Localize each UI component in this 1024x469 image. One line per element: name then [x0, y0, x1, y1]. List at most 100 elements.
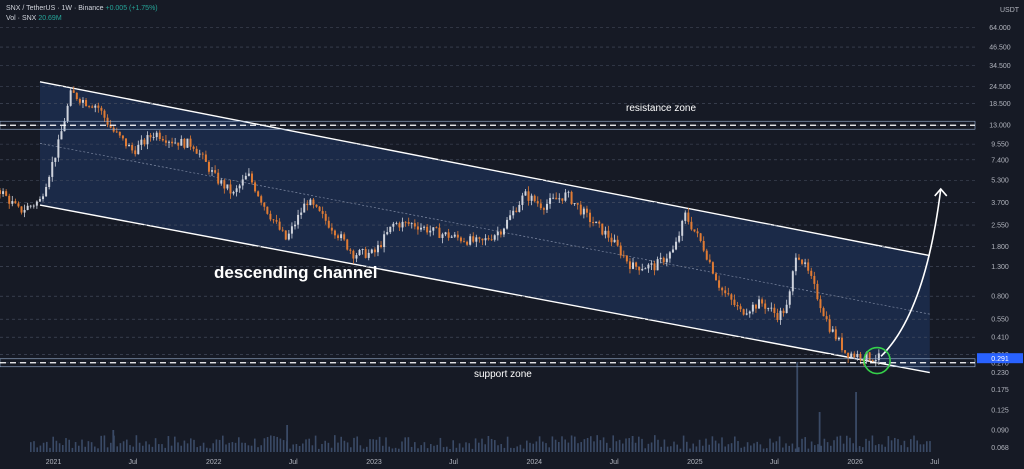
candle-body — [570, 191, 573, 205]
volume-bar — [180, 445, 182, 452]
candle-body — [742, 309, 745, 315]
candle-body — [530, 195, 533, 201]
candle-body — [315, 204, 318, 207]
candle-body — [678, 235, 681, 242]
candle-body — [721, 287, 724, 291]
volume-bar — [695, 446, 698, 452]
support-zone-label: support zone — [474, 369, 532, 380]
candle-body — [850, 353, 853, 358]
candle-body — [552, 197, 555, 199]
volume-bar — [273, 436, 275, 452]
volume-bar — [394, 447, 397, 452]
x-tick-label: Jul — [449, 459, 458, 466]
volume-bar — [714, 440, 717, 452]
candle-body — [155, 132, 158, 138]
candle-body — [269, 213, 272, 220]
candle-body — [419, 227, 422, 230]
candle-body — [226, 184, 229, 189]
volume-bar — [798, 447, 800, 452]
volume-bar — [225, 444, 227, 452]
volume-bar — [820, 445, 822, 452]
candle-body — [506, 219, 509, 229]
volume-bar — [599, 440, 602, 452]
candle-body — [340, 234, 343, 239]
volume-bar — [551, 436, 554, 452]
volume-bar — [692, 443, 694, 452]
candle-body — [610, 237, 613, 243]
volume-bar — [375, 439, 378, 452]
candle-body — [416, 226, 419, 230]
candle-body — [714, 273, 717, 281]
volume-bar — [417, 448, 419, 452]
volume-bar — [750, 445, 752, 452]
volume-bar — [673, 441, 675, 452]
candle-body — [638, 266, 641, 271]
volume-bar — [343, 440, 346, 452]
volume-bar — [263, 438, 266, 452]
volume-bar — [510, 447, 512, 452]
candle-body — [595, 221, 598, 224]
volume-bar — [596, 435, 598, 452]
candle-body — [810, 270, 813, 276]
volume-bar — [346, 442, 349, 452]
candle-body — [361, 249, 364, 251]
volume-bar — [167, 436, 170, 452]
candle-body — [168, 141, 171, 143]
volume-layer — [30, 362, 931, 452]
candle-body — [748, 311, 751, 314]
volume-bar — [702, 445, 704, 452]
candle-body — [527, 191, 530, 201]
candle-body — [515, 210, 518, 212]
volume-bar — [606, 442, 608, 452]
candle-body — [410, 223, 413, 225]
volume-bar — [446, 446, 448, 452]
volume-bar — [817, 444, 819, 452]
candle-body — [137, 144, 140, 155]
candle-body — [35, 201, 38, 206]
candle-body — [834, 329, 837, 340]
candle-body — [807, 262, 810, 271]
candle-body — [625, 255, 628, 262]
volume-bar — [401, 441, 403, 452]
volume-bar — [30, 442, 32, 452]
candle-body — [180, 138, 183, 146]
volume-bar — [772, 442, 774, 452]
volume-bar — [330, 447, 333, 452]
candle-body — [183, 138, 186, 148]
candle-body — [499, 231, 502, 235]
candle-body — [214, 170, 217, 173]
candle-body — [186, 138, 189, 148]
candle-body — [229, 184, 232, 194]
candle-body — [66, 105, 69, 122]
y-tick-label: 0.270 — [991, 360, 1009, 367]
volume-bar — [145, 441, 147, 452]
candle-body — [404, 221, 407, 223]
candle-body — [20, 206, 23, 213]
candle-body — [238, 185, 241, 189]
volume-bar — [148, 444, 150, 452]
candle-body — [813, 275, 816, 284]
candle-body — [278, 221, 281, 230]
candle-body — [804, 262, 807, 264]
volume-bar — [68, 439, 70, 452]
volume-bar — [561, 436, 563, 452]
volume-bar — [791, 443, 794, 452]
candle-body — [874, 360, 877, 361]
volume-bar — [657, 439, 659, 452]
volume-bar — [462, 447, 464, 452]
overlay-layer — [0, 120, 976, 375]
candle-body — [131, 145, 134, 151]
volume-bar — [282, 440, 285, 452]
volume-bar — [110, 442, 112, 452]
candle-body — [635, 262, 638, 267]
volume-bar — [874, 445, 877, 452]
volume-bar — [622, 443, 624, 452]
volume-bar — [503, 447, 506, 452]
candle-body — [413, 223, 416, 227]
volume-bar — [196, 447, 198, 452]
volume-bar — [538, 436, 541, 452]
volume-bar — [753, 443, 755, 452]
currency-label: USDT — [1000, 7, 1020, 14]
volume-bar — [382, 445, 384, 452]
